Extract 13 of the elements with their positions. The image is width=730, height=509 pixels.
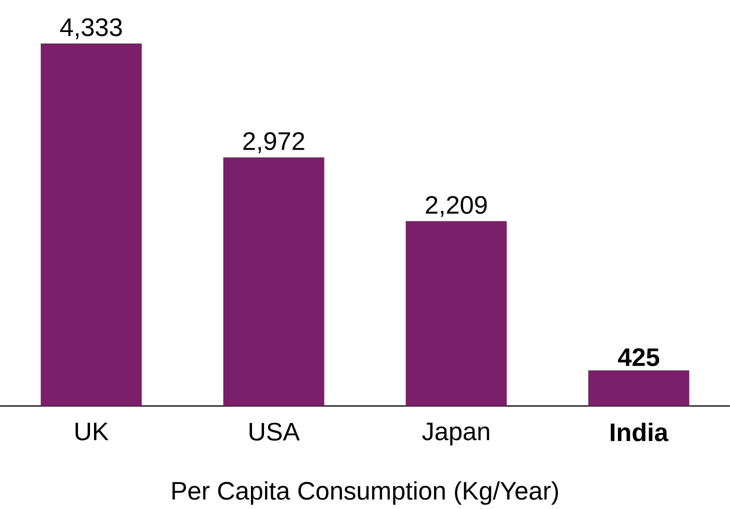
bar	[40, 43, 142, 406]
bar	[588, 370, 690, 406]
x-tick-label: UK	[76, 422, 109, 440]
data-label: 4,333	[60, 18, 122, 40]
x-tick-label: India	[610, 422, 668, 442]
bar	[406, 221, 507, 406]
x-axis-title: Per Capita Consumption (Kg/Year)	[172, 481, 558, 505]
bar	[223, 157, 324, 406]
data-label: 2,209	[426, 196, 487, 217]
x-tick-label: USA	[250, 422, 300, 441]
x-tick-label: Japan	[422, 422, 490, 446]
data-label: 2,972	[243, 132, 304, 154]
data-label: 425	[618, 348, 660, 366]
